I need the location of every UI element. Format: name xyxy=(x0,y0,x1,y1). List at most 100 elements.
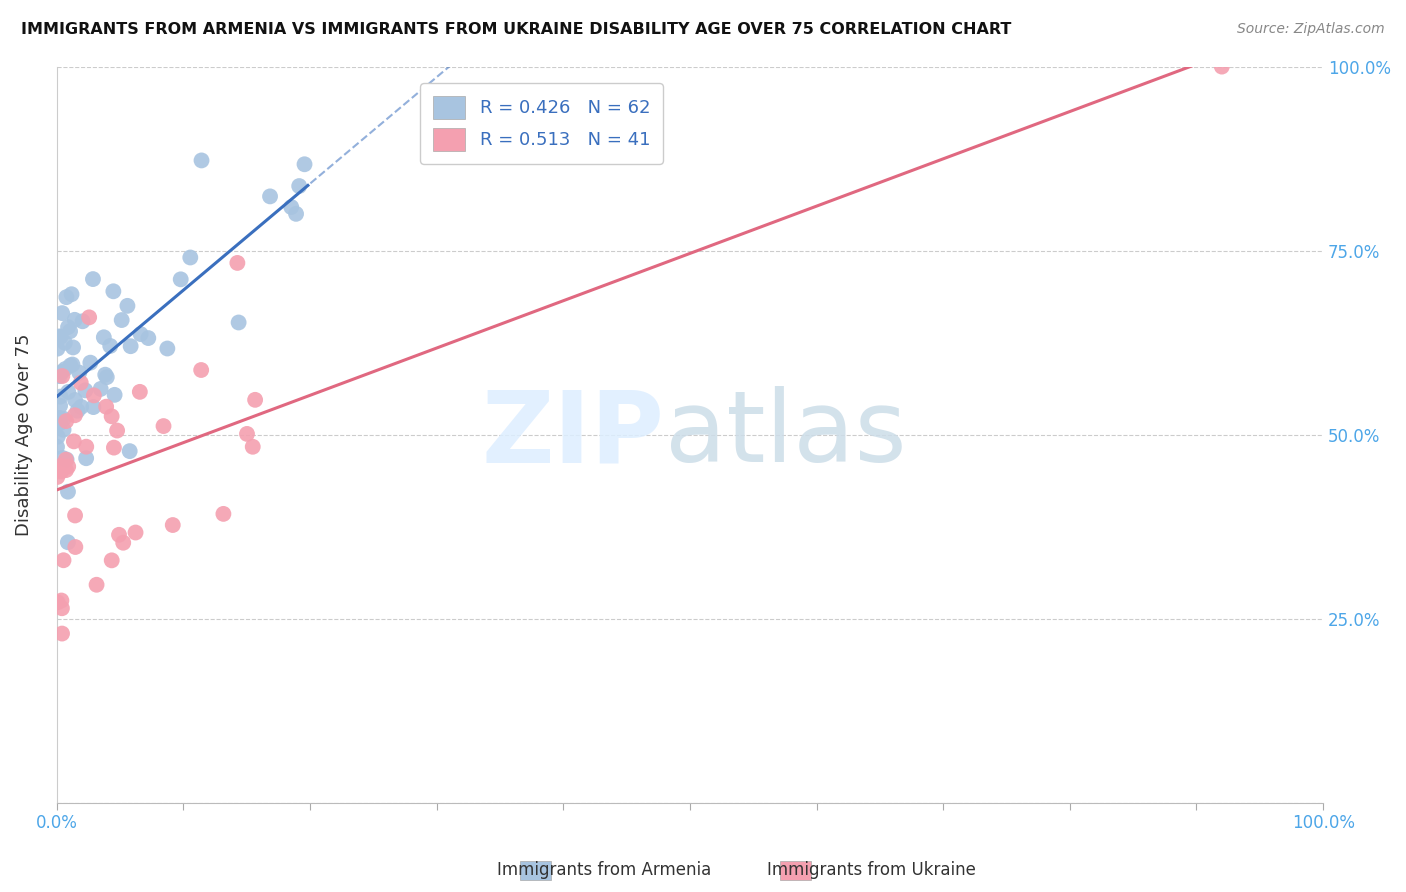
Point xyxy=(58,384,80,399)
Point xyxy=(136,331,159,345)
Point xyxy=(62,358,84,372)
Point xyxy=(83,388,105,402)
Point xyxy=(51,458,73,473)
Point xyxy=(190,153,212,168)
Point xyxy=(52,411,75,425)
Point xyxy=(55,290,77,304)
Point xyxy=(170,272,193,286)
Point xyxy=(100,553,122,567)
Point xyxy=(243,392,266,407)
Point xyxy=(156,342,179,356)
Text: Source: ZipAtlas.com: Source: ZipAtlas.com xyxy=(1237,22,1385,37)
Text: ZIP: ZIP xyxy=(482,386,665,483)
Text: IMMIGRANTS FROM ARMENIA VS IMMIGRANTS FROM UKRAINE DISABILITY AGE OVER 75 CORREL: IMMIGRANTS FROM ARMENIA VS IMMIGRANTS FR… xyxy=(21,22,1011,37)
Point xyxy=(90,382,112,396)
Point xyxy=(124,525,146,540)
Point xyxy=(94,368,117,382)
Point xyxy=(212,507,235,521)
Point xyxy=(53,362,76,376)
Point xyxy=(48,410,70,425)
Point xyxy=(86,578,108,592)
Point xyxy=(62,341,84,355)
Point xyxy=(46,342,69,356)
Point xyxy=(52,553,75,567)
Point xyxy=(236,426,259,441)
Point xyxy=(77,310,100,325)
Point xyxy=(55,452,77,467)
Point xyxy=(46,440,69,454)
Point xyxy=(111,313,134,327)
Point xyxy=(60,287,83,301)
Point xyxy=(118,444,141,458)
Point xyxy=(48,329,70,343)
Point xyxy=(288,179,311,194)
Point xyxy=(105,424,128,438)
Point xyxy=(79,356,101,370)
Point xyxy=(63,392,86,407)
Point xyxy=(72,314,94,328)
Point xyxy=(51,306,73,320)
Point xyxy=(56,535,79,549)
Point xyxy=(48,369,70,384)
Point xyxy=(93,330,115,344)
Point xyxy=(103,285,125,299)
Point xyxy=(46,595,69,609)
Point xyxy=(59,359,82,373)
Point xyxy=(285,207,308,221)
Point xyxy=(75,440,97,454)
Point xyxy=(51,601,73,615)
Point xyxy=(96,370,118,384)
Point xyxy=(226,256,249,270)
Point xyxy=(52,423,75,437)
Point xyxy=(280,200,302,214)
Point xyxy=(59,324,82,338)
Point xyxy=(100,409,122,424)
Point xyxy=(46,430,69,444)
Point xyxy=(98,339,121,353)
Text: Immigrants from Ukraine: Immigrants from Ukraine xyxy=(768,861,976,879)
Point xyxy=(108,528,131,542)
Point xyxy=(49,390,72,404)
Point xyxy=(58,459,80,474)
Point xyxy=(65,540,87,554)
Point xyxy=(190,363,212,377)
Point xyxy=(152,419,174,434)
Point xyxy=(51,365,73,379)
Point xyxy=(70,400,93,414)
Point xyxy=(75,451,97,466)
Point xyxy=(55,452,77,467)
Point xyxy=(63,313,86,327)
Point xyxy=(1211,60,1233,74)
Point xyxy=(129,327,152,342)
Text: atlas: atlas xyxy=(665,386,907,483)
Point xyxy=(55,414,77,428)
Point xyxy=(162,518,184,533)
Point xyxy=(128,384,150,399)
Text: Immigrants from Armenia: Immigrants from Armenia xyxy=(498,861,711,879)
Point xyxy=(294,157,316,171)
Point xyxy=(67,366,90,380)
Point xyxy=(51,593,73,607)
Point xyxy=(103,441,125,455)
Point xyxy=(63,409,86,423)
Point xyxy=(56,320,79,334)
Point xyxy=(104,388,127,402)
Point xyxy=(51,626,73,640)
Point xyxy=(117,299,139,313)
Point xyxy=(242,440,264,454)
Point xyxy=(69,376,91,390)
Point xyxy=(112,535,135,549)
Point xyxy=(120,339,142,353)
Point xyxy=(49,416,72,430)
Point xyxy=(75,384,97,398)
Point xyxy=(63,508,86,523)
Point xyxy=(66,403,89,417)
Point xyxy=(49,399,72,413)
Point xyxy=(48,463,70,477)
Point xyxy=(51,369,73,384)
Point xyxy=(53,335,76,350)
Point xyxy=(46,470,69,484)
Point xyxy=(49,330,72,344)
Point xyxy=(94,400,117,414)
Point xyxy=(51,464,73,478)
